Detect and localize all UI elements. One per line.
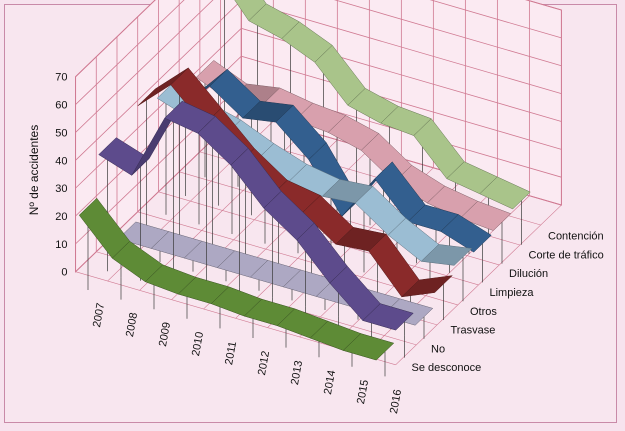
ribbon-segment xyxy=(459,200,512,231)
y-tick-label: 70 xyxy=(55,72,67,84)
y-tick-label: 60 xyxy=(55,100,67,112)
x-tick-label: 2007 xyxy=(91,302,107,328)
series-label: Contención xyxy=(548,231,604,243)
ribbon-segment xyxy=(362,303,414,331)
x-tick-label: 2008 xyxy=(124,312,140,338)
y-tick-label: 30 xyxy=(55,183,67,195)
x-tick-label: 2013 xyxy=(289,360,305,386)
ribbon-segment xyxy=(479,176,531,210)
y-tick-label: 0 xyxy=(61,267,67,279)
x-tick-label: 2011 xyxy=(223,340,239,365)
y-tick-label: 50 xyxy=(55,127,67,139)
ribbon-segment xyxy=(420,244,473,266)
ribbon-segment xyxy=(401,275,453,298)
series-label: No xyxy=(431,343,445,355)
x-tick-label: 2012 xyxy=(256,350,272,376)
x-tick-label: 2009 xyxy=(157,321,173,347)
y-tick-label: 10 xyxy=(55,239,67,251)
series-label: Corte de tráfico xyxy=(529,249,604,261)
x-tick-label: 2015 xyxy=(355,379,371,405)
series-ribbon xyxy=(78,197,395,377)
series-ribbon xyxy=(137,67,453,320)
y-tick-label: 20 xyxy=(55,211,67,223)
series-label: Limpieza xyxy=(490,287,535,299)
y-tick-label: 40 xyxy=(55,155,67,167)
x-tick-label: 2016 xyxy=(388,388,404,414)
x-tick-label: 2010 xyxy=(190,331,206,357)
ribbon-segment xyxy=(440,214,492,253)
series-label: Dilución xyxy=(509,268,548,280)
series-label: Trasvase xyxy=(451,325,496,337)
ribbon-segment xyxy=(342,333,395,361)
series-ribbons xyxy=(78,0,531,377)
series-label: Otros xyxy=(470,306,497,318)
axis-labels: 0 10 20 30 40 50 60 70 2007 2008 2009 2010 2011 2012 2… xyxy=(55,72,603,415)
x-tick-label: 2014 xyxy=(322,369,338,395)
series-label: Se desconoce xyxy=(412,362,482,374)
series-ribbon xyxy=(98,100,414,358)
y-axis-label: Nº de accidentes xyxy=(27,125,41,215)
